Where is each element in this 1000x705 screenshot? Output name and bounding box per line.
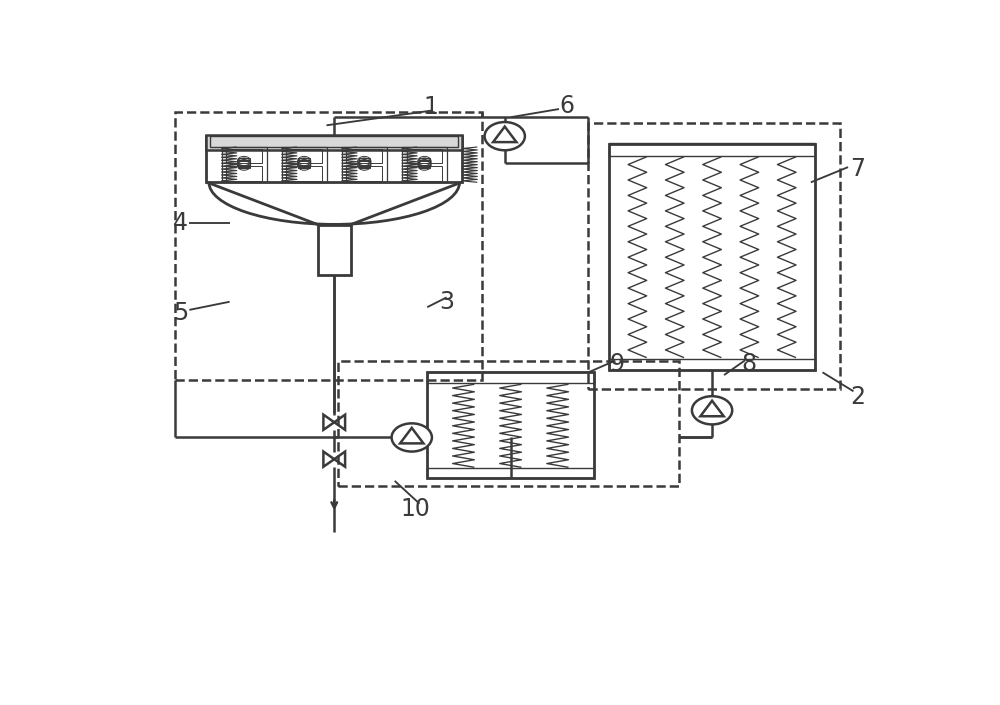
Bar: [609, 145, 815, 369]
Bar: [286, 149, 322, 164]
Bar: [402, 147, 447, 183]
Bar: [407, 149, 442, 164]
Bar: [206, 135, 462, 149]
Bar: [588, 123, 840, 388]
Bar: [298, 161, 310, 168]
Bar: [210, 136, 458, 147]
Text: 3: 3: [439, 290, 454, 314]
Text: 5: 5: [173, 300, 188, 324]
Text: 8: 8: [741, 352, 756, 376]
Bar: [427, 372, 594, 383]
Bar: [226, 149, 262, 164]
Bar: [609, 143, 815, 157]
Text: 10: 10: [401, 497, 431, 521]
Bar: [318, 225, 351, 274]
Bar: [359, 160, 370, 167]
Bar: [238, 160, 250, 167]
Bar: [359, 161, 370, 168]
Bar: [427, 372, 594, 478]
Circle shape: [692, 396, 732, 424]
Text: 4: 4: [173, 211, 188, 235]
Bar: [286, 166, 322, 180]
Circle shape: [392, 423, 432, 452]
Bar: [407, 166, 442, 180]
Bar: [282, 147, 327, 183]
Bar: [222, 147, 267, 183]
Bar: [419, 160, 430, 167]
Text: 6: 6: [559, 94, 574, 118]
Bar: [419, 161, 430, 168]
Bar: [338, 362, 679, 486]
Text: 7: 7: [850, 157, 865, 180]
Bar: [226, 166, 262, 180]
Text: 1: 1: [424, 95, 439, 119]
Bar: [206, 136, 462, 183]
Text: 2: 2: [850, 385, 865, 409]
Bar: [419, 158, 430, 165]
Bar: [346, 149, 382, 164]
Bar: [175, 112, 482, 381]
Bar: [298, 160, 310, 167]
Bar: [427, 468, 594, 478]
Bar: [238, 158, 250, 165]
Bar: [238, 161, 250, 168]
Bar: [359, 158, 370, 165]
Bar: [346, 166, 382, 180]
Text: 9: 9: [610, 352, 625, 376]
Bar: [342, 147, 387, 183]
Bar: [298, 158, 310, 165]
Circle shape: [485, 122, 525, 150]
Bar: [609, 359, 815, 369]
